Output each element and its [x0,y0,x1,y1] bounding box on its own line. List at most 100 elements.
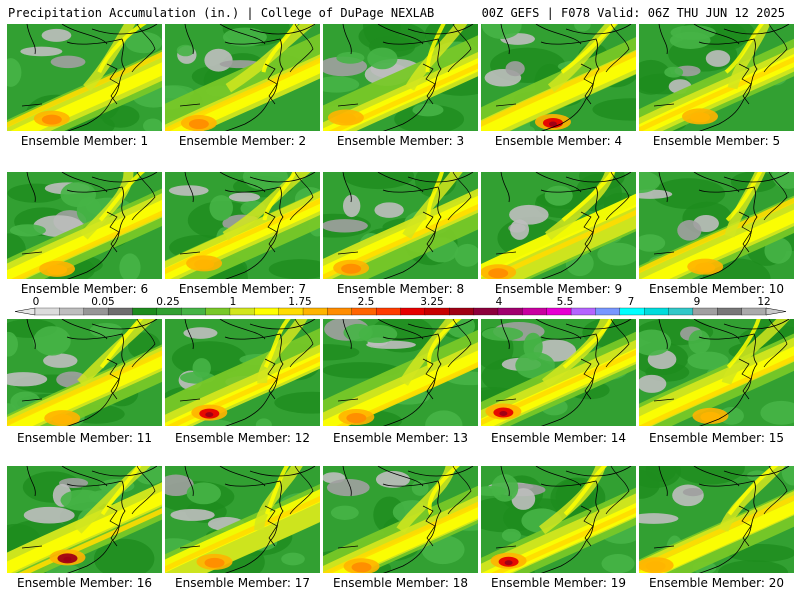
ensemble-member-map [165,319,320,426]
ensemble-member-label: Ensemble Member: 18 [333,576,468,590]
precip-field [481,319,636,426]
precip-field [323,319,478,426]
ensemble-member-map [323,319,478,426]
precip-field [481,172,636,279]
ensemble-member-label: Ensemble Member: 14 [491,431,626,445]
header: Precipitation Accumulation (in.) | Colle… [0,0,800,22]
legend-swatch [619,307,645,316]
precip-field [481,466,636,573]
legend-tick-label: 7 [627,296,635,308]
precip-field [7,319,162,426]
ensemble-member-label: Ensemble Member: 11 [17,431,152,445]
legend-swatch [522,307,548,316]
ensemble-member-map [165,24,320,131]
product-title: Precipitation Accumulation (in.) | Colle… [8,6,435,20]
precip-field [7,24,162,131]
ensemble-member-label: Ensemble Member: 19 [491,576,626,590]
legend-swatch [595,307,621,316]
ensemble-member-label: Ensemble Member: 5 [652,134,781,148]
precip-field [639,24,794,131]
ensemble-member-label: Ensemble Member: 6 [20,282,149,296]
ensemble-member-label: Ensemble Member: 4 [494,134,623,148]
legend-swatch [424,307,450,316]
ensemble-member-label: Ensemble Member: 3 [336,134,465,148]
precip-field [165,24,320,131]
ensemble-member-label: Ensemble Member: 20 [649,576,784,590]
legend-swatch [473,307,499,316]
precip-field [323,172,478,279]
precip-field [323,24,478,131]
ensemble-member-map [7,466,162,573]
legend-swatch [83,307,109,316]
legend-swatch [107,307,134,316]
precip-field [165,319,320,426]
precip-field [639,172,794,279]
legend-colorbar [14,307,787,316]
legend-swatch [570,307,597,316]
ensemble-member-label: Ensemble Member: 2 [178,134,307,148]
ensemble-member-label: Ensemble Member: 15 [649,431,784,445]
ensemble-member-map [481,172,636,279]
legend-swatch [644,307,670,316]
ensemble-member-label: Ensemble Member: 13 [333,431,468,445]
ensemble-member-map [639,24,794,131]
legend-swatch [278,307,304,316]
legend-swatch [668,307,694,316]
ensemble-member-map [323,172,478,279]
legend-swatch [181,307,207,316]
ensemble-member-map [481,466,636,573]
legend-tick-label: 0.25 [156,296,180,308]
ensemble-member-map [7,172,162,279]
legend-swatch [205,307,231,316]
legend-swatch [59,307,85,316]
ensemble-member-map [165,172,320,279]
legend-swatch [717,307,743,316]
ensemble-member-map [7,319,162,426]
legend-swatch [692,307,718,316]
ensemble-member-map [481,24,636,131]
legend-tick-label: 2.5 [357,296,375,308]
legend-swatch [351,307,377,316]
legend-tick-label: 12 [757,296,771,308]
legend-swatch [375,307,402,316]
legend-swatch [449,307,475,316]
precip-field [165,466,320,573]
legend-tick-label: 5.5 [556,296,574,308]
legend-swatch [741,307,767,316]
ensemble-member-map [165,466,320,573]
precip-field [481,24,636,131]
precip-field [165,172,320,279]
legend-swatch [156,307,182,316]
ensemble-member-label: Ensemble Member: 8 [336,282,465,296]
legend-cap [14,307,36,316]
ensemble-member-map [7,24,162,131]
valid-time: 00Z GEFS | F078 Valid: 06Z THU JUN 12 20… [481,6,785,20]
precip-field [7,172,162,279]
legend-tick-label: 0.05 [91,296,115,308]
ensemble-member-label: Ensemble Member: 9 [494,282,623,296]
legend-swatch [400,307,426,316]
legend-tick-label: 1.75 [288,296,312,308]
legend-swatch [254,307,280,316]
legend-tick-label: 4 [495,296,503,308]
legend-swatch [546,307,572,316]
color-scale-legend: 0 0.05 0.25 1 1.75 2.5 3.25 4 5.5 7 9 12 [0,296,800,318]
ensemble-member-label: Ensemble Member: 17 [175,576,310,590]
ensemble-member-map [639,172,794,279]
legend-swatch [229,307,255,316]
ensemble-member-map [323,24,478,131]
precip-field [7,466,162,573]
legend-swatch [132,307,158,316]
legend-swatch [34,307,61,316]
legend-swatch [302,307,329,316]
legend-swatch [497,307,523,316]
ensemble-member-map [639,319,794,426]
ensemble-member-map [481,319,636,426]
ensemble-member-label: Ensemble Member: 12 [175,431,310,445]
legend-tick-label: 9 [693,296,701,308]
ensemble-member-map [323,466,478,573]
ensemble-member-label: Ensemble Member: 7 [178,282,307,296]
ensemble-member-label: Ensemble Member: 1 [20,134,149,148]
precip-field [639,466,794,573]
